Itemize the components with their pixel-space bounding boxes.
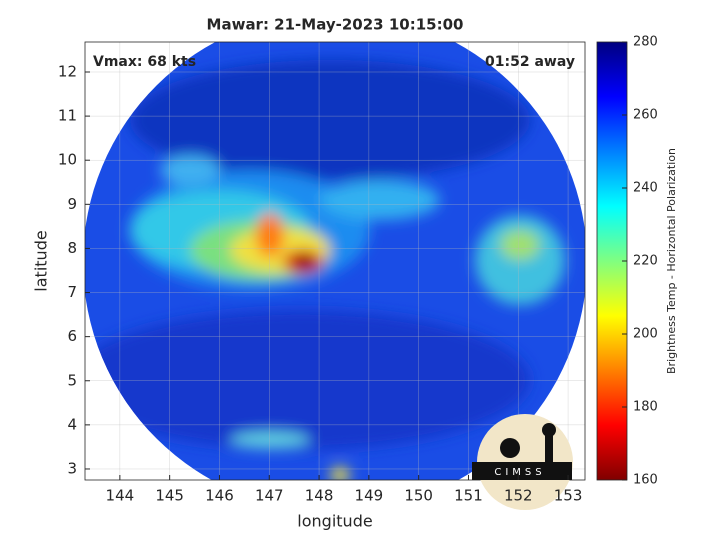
y-tick-label: 3 — [67, 459, 77, 477]
y-tick-label: 12 — [58, 62, 77, 80]
chart-title: Mawar: 21-May-2023 10:15:00 — [207, 16, 464, 34]
plot-frame — [84, 41, 586, 481]
x-tick-label: 151 — [454, 487, 483, 505]
x-tick-label: 152 — [504, 487, 533, 505]
annotation: Vmax: 68 kts — [93, 54, 196, 70]
x-tick-label: 150 — [404, 487, 433, 505]
colorbar-tick-label: 160 — [633, 473, 658, 488]
logo-text: CIMSS — [494, 467, 545, 478]
x-tick-label: 147 — [255, 487, 284, 505]
y-tick-label: 11 — [58, 107, 77, 125]
y-tick-label: 8 — [67, 239, 77, 257]
x-tick-label: 153 — [554, 487, 583, 505]
x-axis-label: longitude — [297, 512, 372, 531]
y-tick-label: 9 — [67, 195, 77, 213]
x-tick-label: 145 — [155, 487, 184, 505]
y-tick-label: 7 — [67, 283, 77, 301]
logo: CIMSS — [472, 414, 573, 510]
colorbar-tick-label: 280 — [633, 35, 658, 50]
y-tick-label: 6 — [67, 327, 77, 345]
colorbar-tick-label: 240 — [633, 181, 658, 196]
colorbar-tick-label: 200 — [633, 327, 658, 342]
satellite-image — [85, 42, 585, 480]
colorbar-tick-label: 220 — [633, 254, 658, 269]
colorbar-tick-label: 260 — [633, 108, 658, 123]
annotation: 01:52 away — [485, 54, 575, 70]
x-tick-label: 148 — [305, 487, 334, 505]
colorbar-tick-label: 180 — [633, 400, 658, 415]
x-tick-label: 146 — [205, 487, 234, 505]
y-tick-label: 5 — [67, 371, 77, 389]
x-tick-label: 144 — [106, 487, 135, 505]
x-tick-label: 149 — [355, 487, 384, 505]
colorbar-label: Brightness Temp - Horizontal Polarizatio… — [665, 148, 678, 374]
y-tick-label: 10 — [58, 151, 77, 169]
y-axis-label: latitude — [32, 230, 51, 291]
y-tick-label: 4 — [67, 415, 77, 433]
